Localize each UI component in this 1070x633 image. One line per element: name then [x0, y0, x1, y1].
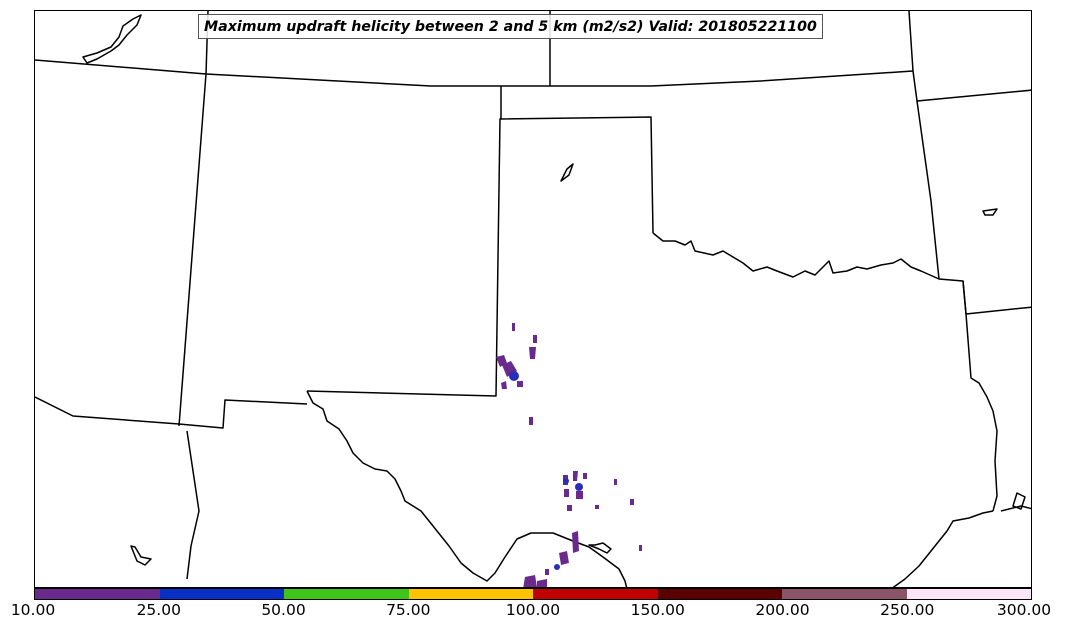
uh-core-4 [554, 564, 560, 570]
lake-feature-north [82, 14, 142, 64]
uh-cell-3 [529, 347, 536, 359]
colorbar-tick-label: 100.00 [505, 601, 561, 619]
boundary-ne [908, 11, 1031, 102]
uh-cell-11 [583, 473, 587, 479]
lake-feature-chihuahua [130, 545, 152, 566]
uh-cell-16 [595, 505, 599, 509]
uh-cell-7 [517, 381, 523, 387]
uh-core-1 [509, 371, 519, 381]
texas-gulf-coast [892, 510, 994, 587]
uh-cell-23 [537, 579, 547, 587]
uh-cell-12 [614, 479, 617, 485]
lake-feature-panhandle [560, 163, 574, 182]
boundary-new-mexico-west [178, 73, 207, 427]
colorbar-segment-8 [906, 589, 1031, 599]
uh-cell-2 [533, 335, 537, 343]
colorbar-tick-label: 200.00 [755, 601, 810, 619]
colorbar-segment-7 [782, 589, 907, 599]
map-title: Maximum updraft helicity between 2 and 5… [198, 14, 823, 39]
colorbar-tick-label: 250.00 [880, 601, 935, 619]
map-canvas[interactable] [35, 11, 1032, 588]
uh-cell-14 [576, 491, 583, 499]
colorbar-tick-label: 75.00 [386, 601, 431, 619]
uh-core-2 [563, 478, 569, 484]
uh-cell-21 [545, 569, 549, 575]
uh-cell-10 [573, 471, 578, 481]
uh-cell-19 [559, 551, 569, 565]
colorbar [34, 588, 1032, 600]
red-river [652, 232, 940, 280]
colorbar-segment-5 [533, 589, 658, 599]
colorbar-segment-2 [159, 589, 284, 599]
boundary-louisiana-west [962, 280, 998, 512]
boundary-arkansas [916, 100, 1031, 315]
colorbar-tick-label: 10.00 [10, 601, 56, 619]
state-boundaries [35, 11, 1031, 587]
colorbar-segment-4 [408, 589, 533, 599]
uh-cell-8 [529, 417, 533, 425]
colorbar-segment-6 [657, 589, 782, 599]
boundary-mexico-west [186, 430, 200, 580]
colorbar-segment-1 [35, 589, 160, 599]
louisiana-coast [1000, 505, 1031, 512]
boundary-arizona [35, 396, 308, 429]
uh-cell-22 [523, 575, 537, 587]
uh-cell-20 [639, 545, 642, 551]
lake-feature-arkansas [982, 208, 998, 216]
colorbar-tick-label: 300.00 [996, 601, 1052, 619]
uh-cell-15 [567, 505, 572, 511]
uh-core-3 [575, 483, 583, 491]
updraft-helicity-cells [496, 323, 642, 587]
colorbar-tick-label: 25.00 [136, 601, 181, 619]
colorbar-tick-label: 150.00 [630, 601, 685, 619]
lake-louisiana [1012, 492, 1026, 510]
uh-cell-18 [572, 531, 579, 553]
boundary-north [35, 59, 914, 87]
map-frame[interactable] [34, 10, 1032, 588]
uh-cell-13 [564, 489, 569, 497]
uh-cell-1 [512, 323, 515, 331]
colorbar-tick-label: 50.00 [261, 601, 306, 619]
boundary-panhandle [306, 86, 502, 397]
colorbar-segment-3 [284, 589, 409, 599]
boundary-oklahoma-top [499, 116, 654, 234]
bay-feature-gulf [588, 542, 612, 554]
uh-cell-6 [501, 381, 507, 389]
uh-cell-17 [630, 499, 634, 505]
